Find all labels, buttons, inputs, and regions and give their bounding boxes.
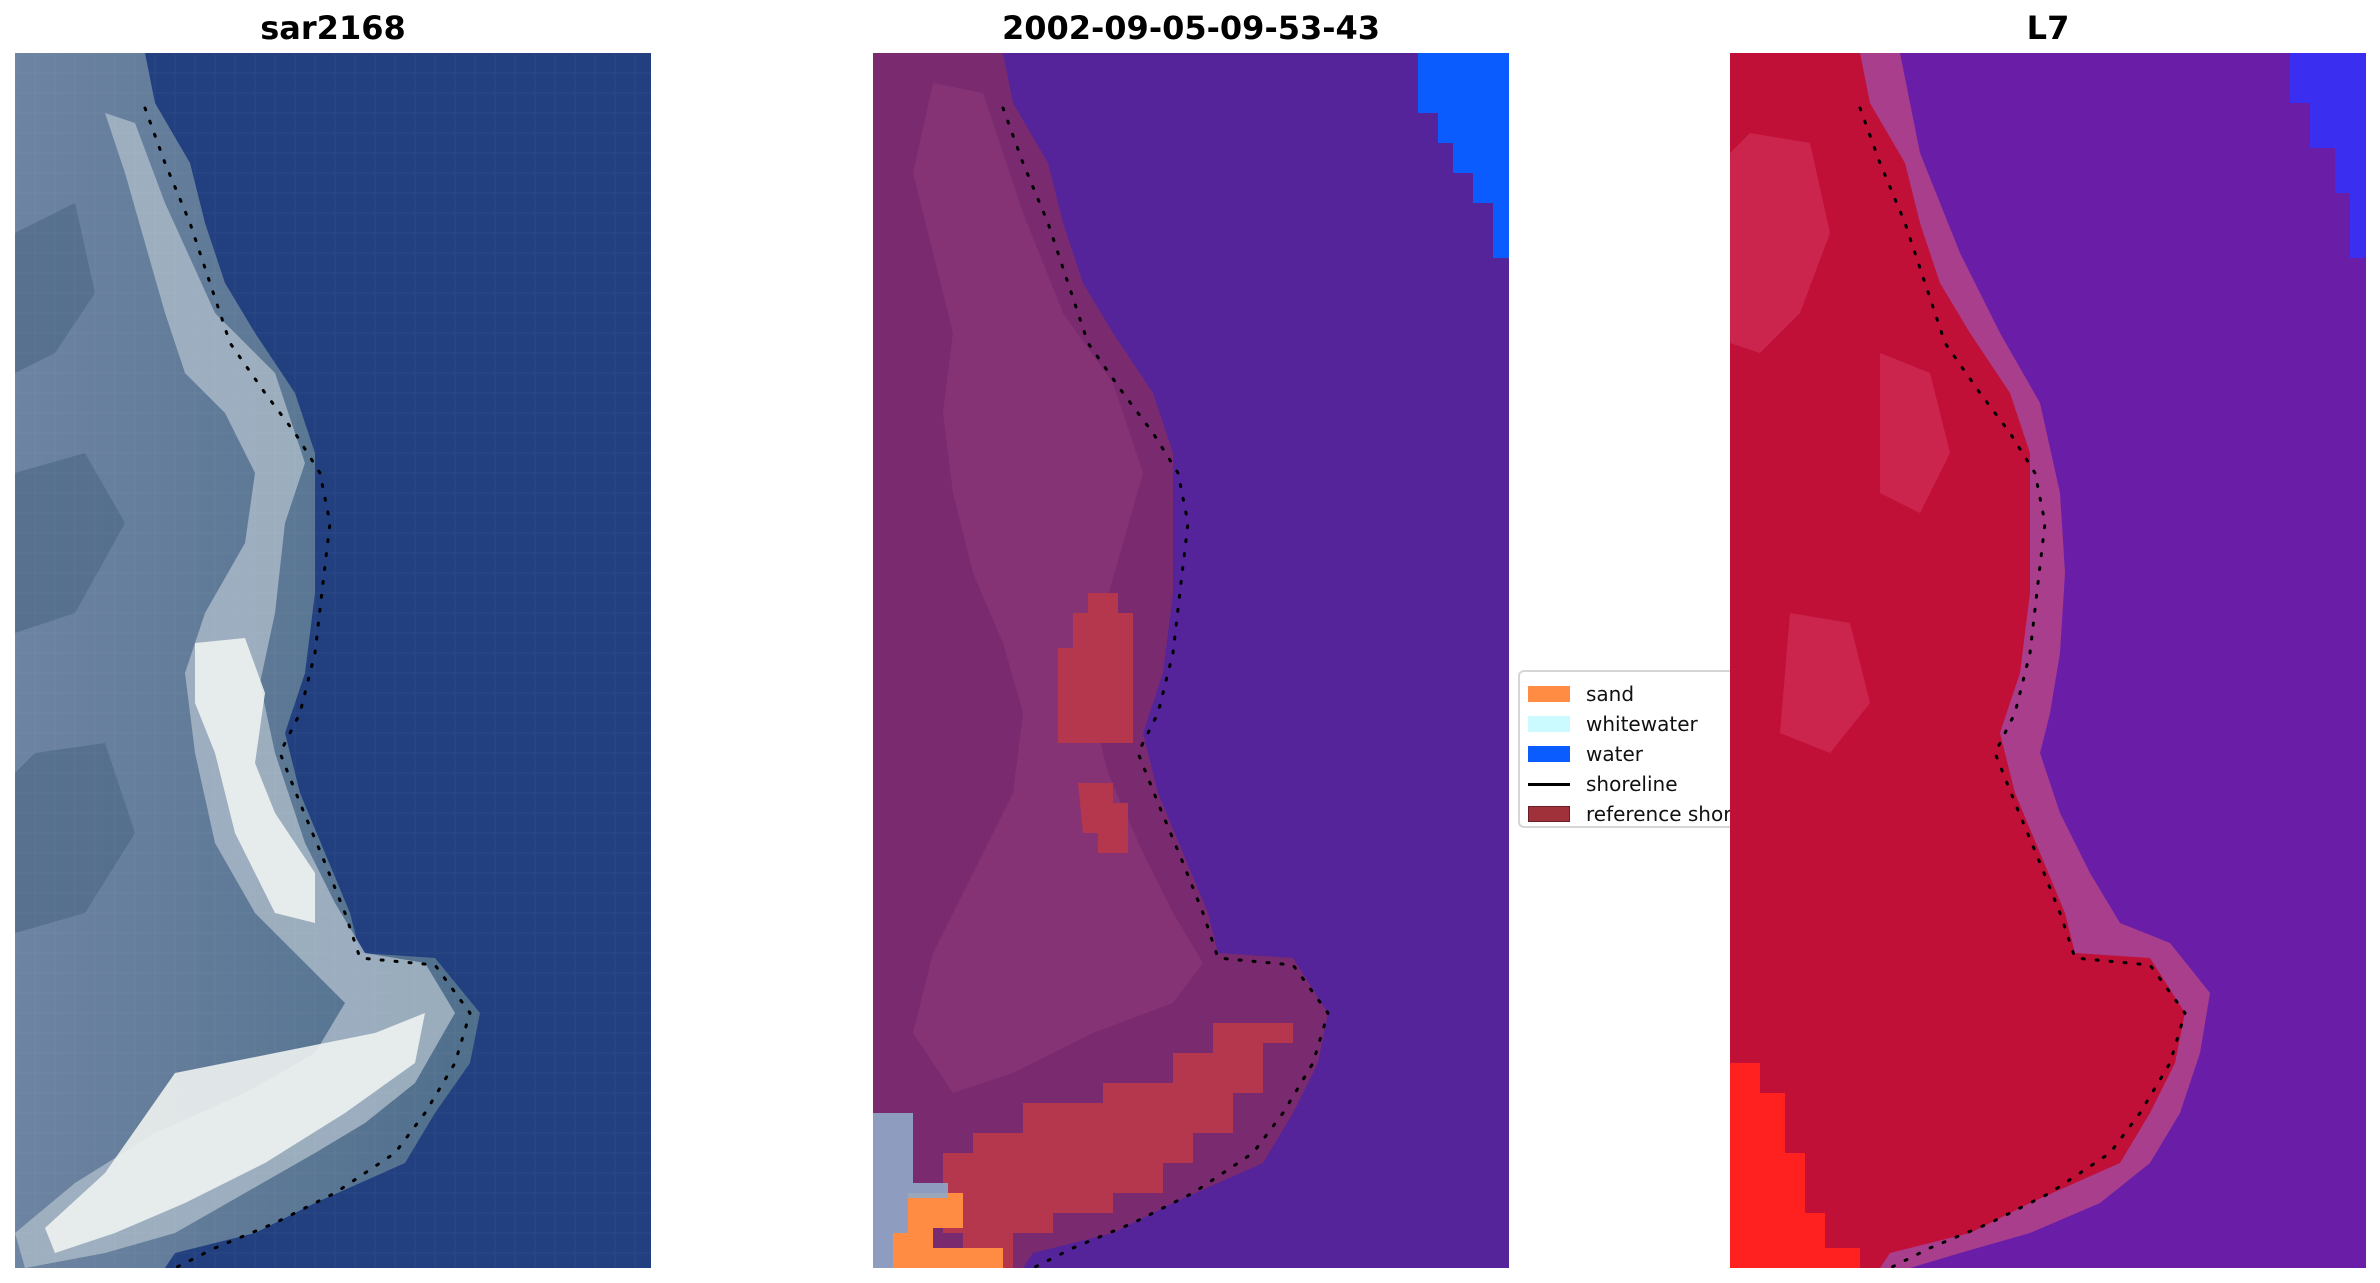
- panel-title-middle: 2002-09-05-09-53-43: [1001, 9, 1381, 47]
- panel-title-right: L7: [2026, 9, 2070, 47]
- land-texture: [913, 83, 1203, 1093]
- classified-image-panel: 2002-09-05-09-53-43: [873, 0, 1509, 1283]
- open-water-class: [1418, 53, 1509, 258]
- legend-item-reference-shoreline: reference shoreline: [1528, 802, 1730, 826]
- legend-swatch-reference-shoreline: [1528, 806, 1570, 822]
- rgb-image-svg: [15, 53, 651, 1268]
- detected-shoreline: [143, 106, 472, 1268]
- legend-label-reference-shoreline: reference shoreline: [1586, 802, 1730, 826]
- reference-shoreline-region-lower: [943, 1023, 1293, 1268]
- l7-image-svg: [1730, 53, 2366, 1268]
- legend-line-shoreline: [1528, 783, 1570, 786]
- l7-image-panel: L7: [1730, 0, 2366, 1283]
- l7-bright-land: [1730, 1063, 1860, 1268]
- reference-shoreline-region-upper: [1058, 593, 1133, 743]
- panel-title-left: sar2168: [260, 9, 406, 47]
- legend-item-whitewater: whitewater: [1528, 712, 1730, 736]
- legend-label-water: water: [1586, 742, 1643, 766]
- legend-item-shoreline: shoreline: [1528, 772, 1730, 796]
- legend-item-water: water: [1528, 742, 1730, 766]
- classified-image: [873, 53, 1509, 1268]
- legend: sand whitewater water shoreline referenc…: [1518, 670, 1730, 828]
- legend-swatch-sand: [1528, 686, 1570, 702]
- legend-label-whitewater: whitewater: [1586, 712, 1698, 736]
- l7-image: [1730, 53, 2366, 1268]
- classified-image-svg: [873, 53, 1509, 1268]
- rgb-image-panel: sar2168: [15, 0, 651, 1283]
- legend-label-shoreline: shoreline: [1586, 772, 1678, 796]
- shoreline-overlay: [1001, 106, 1330, 1268]
- whitewater-class-pixels: [873, 1113, 948, 1268]
- l7-land-texture: [1730, 133, 1950, 753]
- rgb-image: [15, 53, 651, 1268]
- l7-shoreline-overlay: [1858, 106, 2187, 1268]
- legend-swatch-whitewater: [1528, 716, 1570, 732]
- legend-swatch-water: [1528, 746, 1570, 762]
- l7-deep-water: [2290, 53, 2366, 258]
- legend-item-sand: sand: [1528, 682, 1730, 706]
- l7-land-area: [1730, 53, 2185, 1268]
- sand-class-pixels: [893, 1193, 1003, 1268]
- legend-label-sand: sand: [1586, 682, 1635, 706]
- reference-shoreline-region-mid: [1078, 783, 1128, 853]
